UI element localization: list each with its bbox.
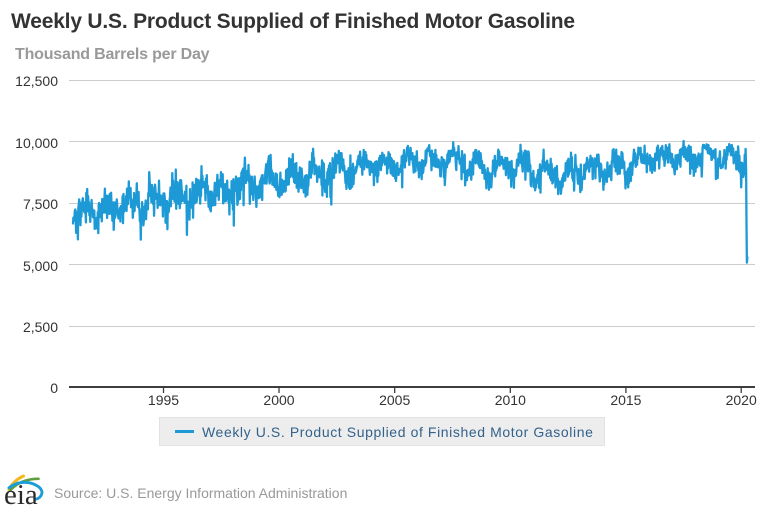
- svg-text:eia: eia: [4, 479, 38, 511]
